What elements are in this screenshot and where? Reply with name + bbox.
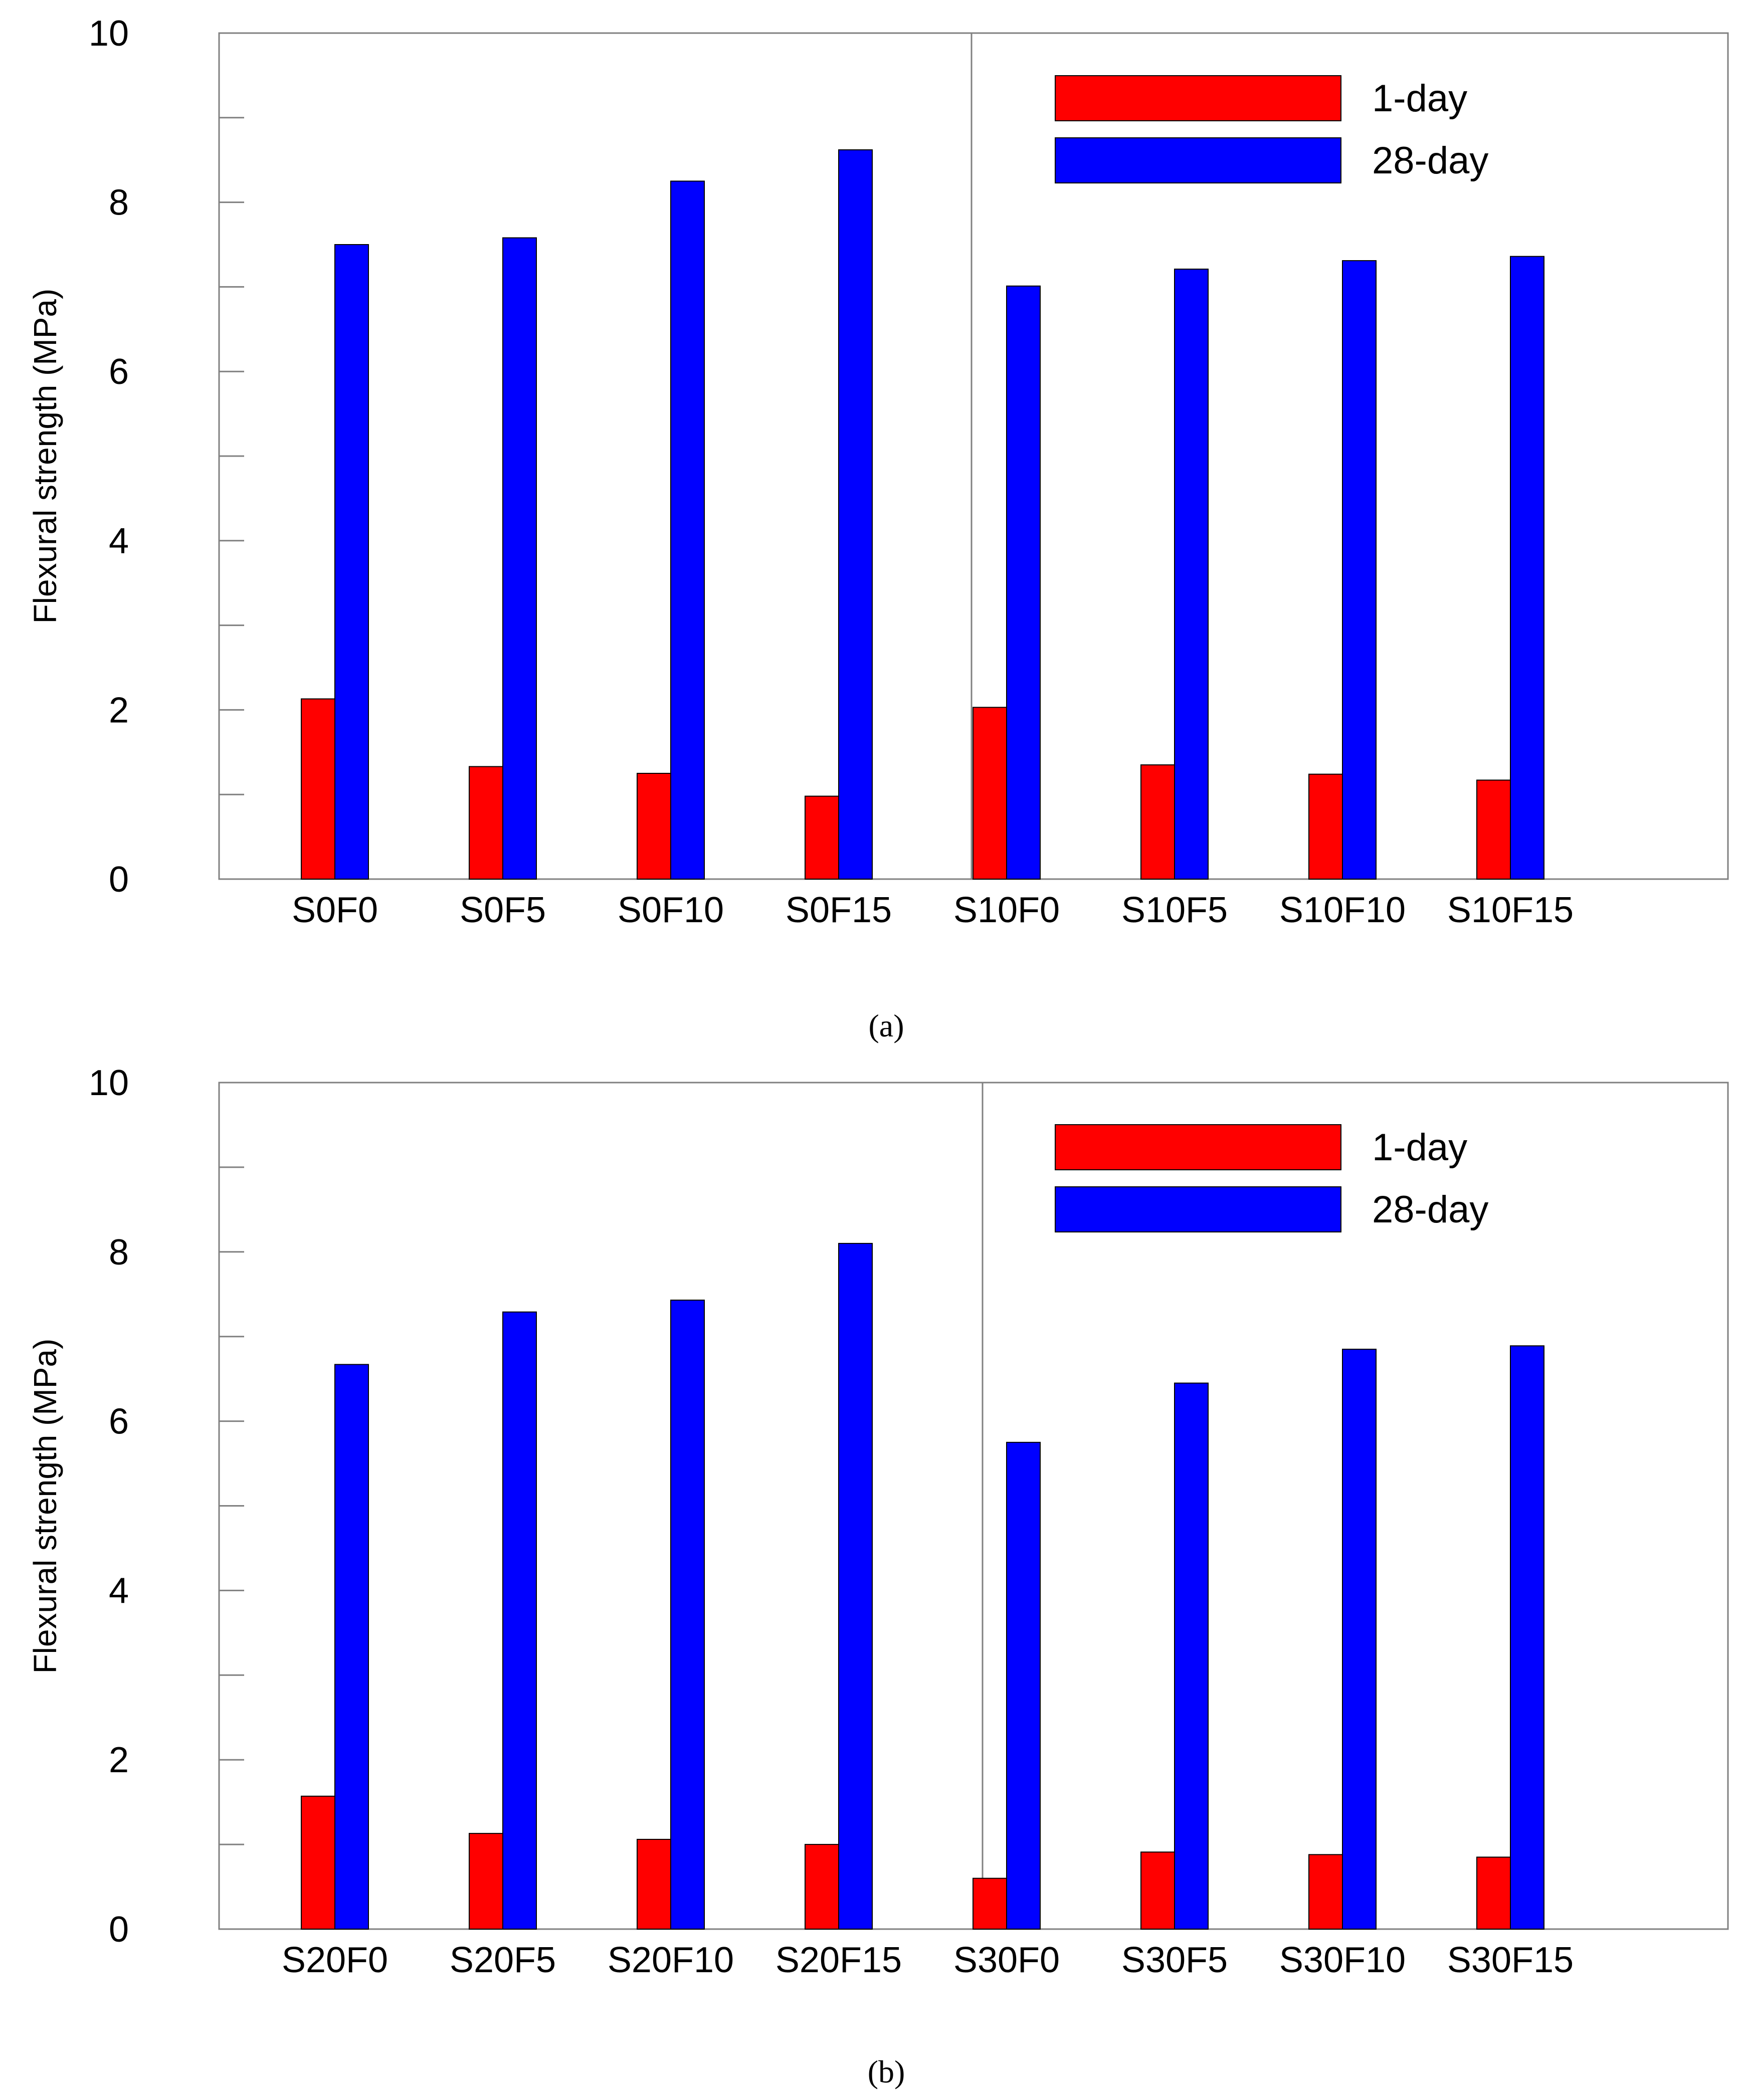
bar-28-day-S20F5 bbox=[502, 1311, 537, 1930]
x-tick-label: S10F5 bbox=[1121, 890, 1228, 930]
legend-swatch-28-day bbox=[1055, 137, 1341, 183]
bar-1-day-S0F0 bbox=[301, 698, 335, 880]
bar-1-day-S30F5 bbox=[1140, 1851, 1175, 1930]
bar-28-day-S10F15 bbox=[1510, 256, 1544, 880]
bar-28-day-S30F0 bbox=[1006, 1441, 1041, 1930]
plot-frame bbox=[218, 1082, 1729, 1930]
y-axis-title: Flexural strength (MPa) bbox=[27, 1339, 63, 1674]
x-tick-label: S30F0 bbox=[953, 1940, 1060, 1980]
bar-1-day-S10F0 bbox=[973, 707, 1007, 880]
x-tick-label: S0F10 bbox=[618, 890, 724, 930]
y-ticks: 0 2 4 6 8 10 bbox=[89, 14, 244, 900]
bar-28-day-S0F10 bbox=[670, 180, 705, 880]
legend: 1-day 28-day bbox=[1055, 1124, 1488, 1232]
bar-28-day-S10F0 bbox=[1006, 285, 1041, 880]
bar-1-day-S10F10 bbox=[1308, 773, 1343, 880]
bar-1-day-S30F15 bbox=[1476, 1856, 1511, 1930]
legend-swatch-1-day bbox=[1055, 1124, 1341, 1170]
bar-28-day-S30F15 bbox=[1510, 1345, 1544, 1930]
x-tick-label: S0F15 bbox=[786, 890, 892, 930]
y-tick-label: 6 bbox=[109, 352, 129, 392]
bar-28-day-S0F5 bbox=[502, 237, 537, 880]
legend: 1-day 28-day bbox=[1055, 75, 1488, 183]
y-tick-label: 10 bbox=[89, 14, 129, 54]
bar-1-day-S30F0 bbox=[973, 1877, 1007, 1930]
bar-1-day-S20F0 bbox=[301, 1795, 335, 1930]
x-tick-label: S30F15 bbox=[1447, 1940, 1574, 1980]
x-tick-label: S0F5 bbox=[460, 890, 546, 930]
chart-panel-b: Flexural strength (MPa) 0 2 4 6 8 10 S20F0 S20… bbox=[0, 1053, 1745, 2100]
y-tick-label: 2 bbox=[109, 690, 129, 730]
x-tick-label: S30F10 bbox=[1279, 1940, 1406, 1980]
bar-28-day-S0F0 bbox=[334, 244, 369, 880]
bar-1-day-S20F10 bbox=[637, 1838, 671, 1930]
y-tick-label: 4 bbox=[109, 1571, 129, 1611]
x-tick-label: S20F0 bbox=[282, 1940, 388, 1980]
y-tick-label: 0 bbox=[109, 1910, 129, 1950]
x-tick-label: S20F5 bbox=[450, 1940, 556, 1980]
y-tick-label: 0 bbox=[109, 860, 129, 900]
x-tick-label: S10F0 bbox=[953, 890, 1060, 930]
y-tick-label: 8 bbox=[109, 1232, 129, 1273]
legend-label-1-day: 1-day bbox=[1372, 1126, 1467, 1169]
bar-28-day-S30F5 bbox=[1174, 1382, 1209, 1930]
x-tick-label: S30F5 bbox=[1121, 1940, 1228, 1980]
legend-label-28-day: 28-day bbox=[1372, 139, 1488, 182]
x-tick-labels: S0F0 S0F5 S0F10 S0F15 S10F0 S10F5 S10F10 S10F15 bbox=[292, 890, 1574, 930]
bars bbox=[301, 1242, 1544, 1930]
x-tick-label: S20F15 bbox=[775, 1940, 902, 1980]
y-tick-label: 8 bbox=[109, 183, 129, 223]
bar-1-day-S0F5 bbox=[469, 766, 503, 880]
x-tick-label: S10F10 bbox=[1279, 890, 1406, 930]
bar-28-day-S20F15 bbox=[838, 1242, 873, 1930]
y-tick-label: 10 bbox=[89, 1063, 129, 1103]
bar-28-day-S30F10 bbox=[1342, 1349, 1377, 1930]
bar-28-day-S10F5 bbox=[1174, 268, 1209, 880]
legend-label-1-day: 1-day bbox=[1372, 77, 1467, 120]
legend-swatch-1-day bbox=[1055, 75, 1341, 121]
y-tick-label: 6 bbox=[109, 1402, 129, 1442]
bar-1-day-S30F10 bbox=[1308, 1854, 1343, 1930]
bar-1-day-S10F5 bbox=[1140, 764, 1175, 880]
bar-28-day-S20F10 bbox=[670, 1300, 705, 1930]
y-ticks: 0 2 4 6 8 10 bbox=[89, 1063, 244, 1950]
chart-panel-a: Flexural strength (MPa) 0 2 4 6 8 10 S0F0 S0F5… bbox=[27, 14, 1729, 1043]
panel-caption: (a) bbox=[868, 1008, 904, 1043]
x-tick-label: S0F0 bbox=[292, 890, 378, 930]
bar-1-day-S0F15 bbox=[805, 795, 839, 880]
x-tick-labels: S20F0 S20F5 S20F10 S20F15 S30F0 S30F5 S30F10 S3… bbox=[282, 1940, 1574, 1980]
panel-caption: (b) bbox=[868, 2054, 905, 2089]
bar-1-day-S20F5 bbox=[469, 1833, 503, 1930]
bar-28-day-S20F0 bbox=[334, 1364, 369, 1930]
bar-1-day-S0F10 bbox=[637, 773, 671, 880]
y-tick-label: 4 bbox=[109, 521, 129, 561]
legend-label-28-day: 28-day bbox=[1372, 1188, 1488, 1231]
y-tick-label: 2 bbox=[109, 1740, 129, 1780]
legend-swatch-28-day bbox=[1055, 1186, 1341, 1232]
x-tick-label: S20F10 bbox=[608, 1940, 734, 1980]
bars bbox=[301, 149, 1544, 880]
bar-1-day-S20F15 bbox=[805, 1844, 839, 1930]
chart-a-svg: Flexural strength (MPa) 0 2 4 6 8 10 S0F0 S0F5… bbox=[27, 14, 1729, 1043]
bar-1-day-S10F15 bbox=[1476, 779, 1511, 880]
x-tick-label: S10F15 bbox=[1447, 890, 1574, 930]
bar-28-day-S0F15 bbox=[838, 149, 873, 880]
bar-28-day-S10F10 bbox=[1342, 260, 1377, 880]
y-axis-title: Flexural strength (MPa) bbox=[27, 289, 63, 624]
